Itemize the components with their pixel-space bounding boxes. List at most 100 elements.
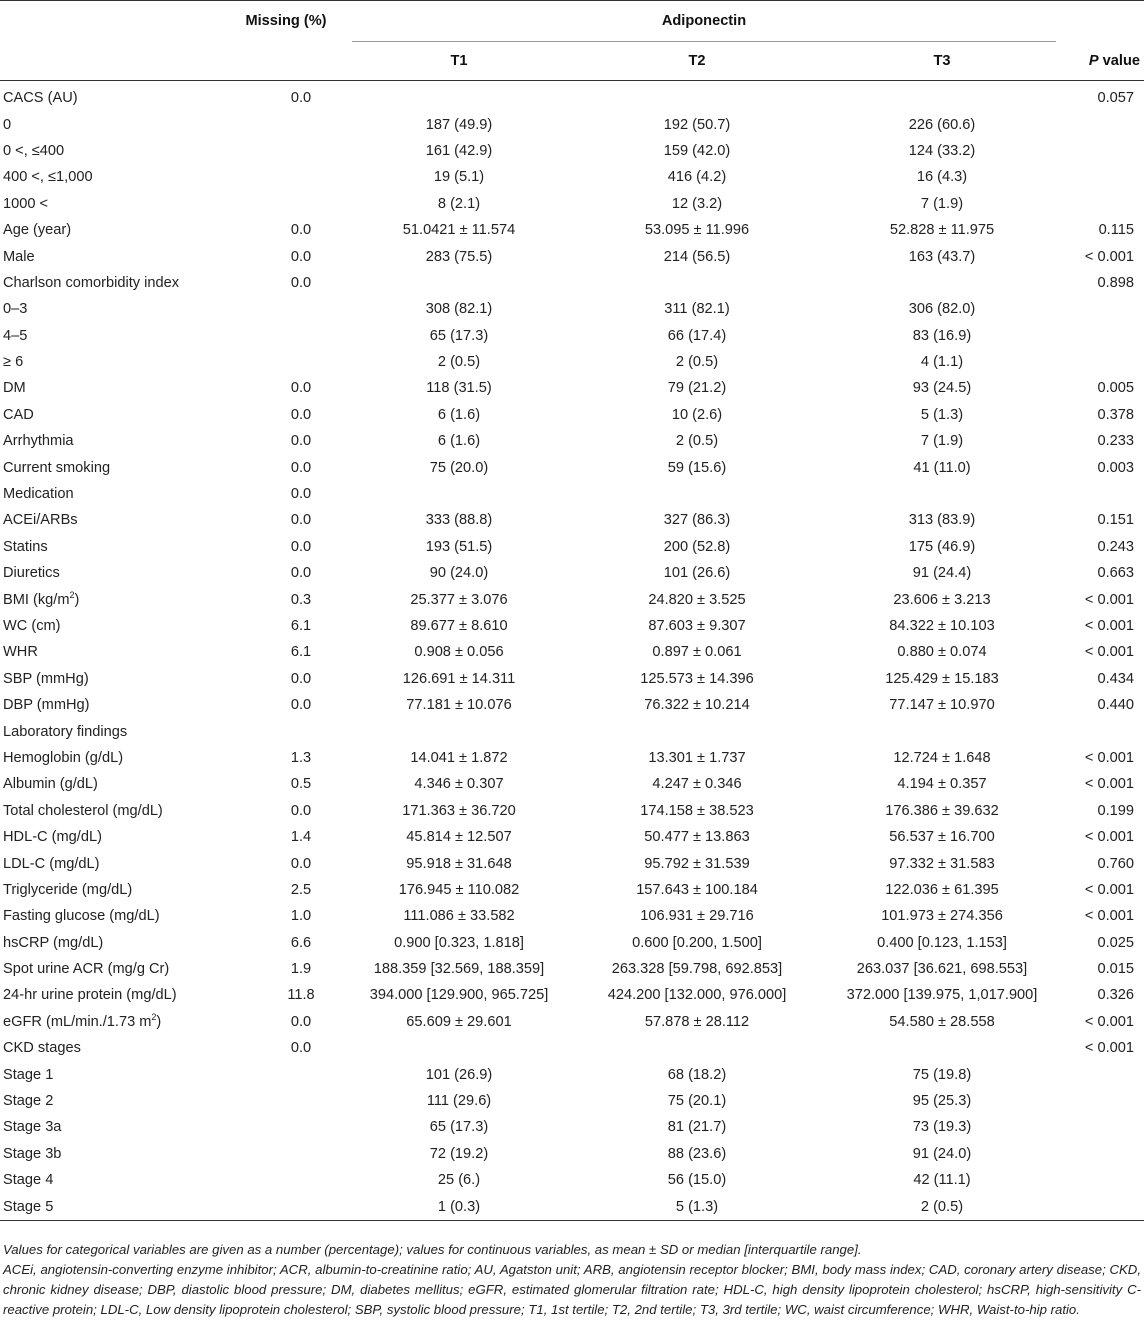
t2-cell: 311 (82.1) (664, 301, 730, 318)
t3-cell: 4.194 ± 0.357 (897, 776, 987, 793)
t3-cell: 7 (1.9) (920, 433, 964, 450)
t3-cell: 73 (19.3) (912, 1119, 972, 1136)
t2-cell: 87.603 ± 9.307 (648, 618, 746, 634)
t3-cell: 12.724 ± 1.648 (893, 749, 991, 766)
table-row: Hemoglobin (g/dL) 1.3 14.041 ± 1.872 13.301… (0, 745, 1144, 771)
missing-cell: 6.1 (290, 618, 312, 634)
t2-cell: 157.643 ± 100.184 (636, 881, 758, 898)
missing-cell: 11.8 (287, 987, 315, 1004)
t1-cell: 126.691 ± 14.311 (402, 670, 516, 687)
row-label: Medication (3, 486, 74, 503)
table-row: Stage 3a 65 (17.3) 81 (21.7) 73 (19.3) (0, 1114, 1144, 1140)
p-value-cell: 0.760 (1097, 855, 1134, 872)
t1-cell: 25 (6.) (437, 1172, 481, 1189)
row-label: LDL-C (mg/dL) (3, 855, 100, 872)
missing-cell: 6.1 (290, 644, 312, 661)
t3-cell: 77.147 ± 10.970 (889, 697, 995, 714)
missing-cell (220, 1193, 352, 1222)
t3-cell: 226 (60.6) (908, 116, 976, 133)
t1-cell: 283 (75.5) (425, 248, 493, 265)
row-label: 0 <, ≤400 (3, 142, 65, 159)
t3-cell: 176.386 ± 39.632 (885, 802, 999, 819)
p-value-cell: < 0.001 (1084, 248, 1134, 265)
t1-cell: 65 (17.3) (429, 327, 489, 344)
t2-cell: 159 (42.0) (663, 142, 731, 159)
t3-cell: 52.828 ± 11.975 (889, 222, 995, 239)
t1-cell: 51.0421 ± 11.574 (402, 222, 516, 239)
missing-cell: 0.0 (290, 406, 312, 423)
row-label: Stage 1 (3, 1066, 54, 1083)
row-label: Albumin (g/dL) (3, 776, 98, 793)
t3-cell: 122.036 ± 61.395 (885, 881, 999, 898)
t2-cell: 12 (3.2) (671, 195, 723, 212)
table-row: WHR 6.1 0.908 ± 0.056 0.897 ± 0.061 0.880 ± … (0, 639, 1144, 665)
row-label: Male (3, 248, 35, 265)
p-value-cell: 0.003 (1097, 459, 1134, 476)
p-value-cell: < 0.001 (1084, 618, 1134, 634)
t1-cell: 45.814 ± 12.507 (406, 829, 512, 846)
t1-cell: 171.363 ± 36.720 (402, 802, 516, 819)
table-row: eGFR (mL/min./1.73 m2) 0.0 65.609 ± 29.601… (0, 1009, 1144, 1035)
t2-cell: 101 (26.6) (663, 565, 731, 582)
t3-cell: 124 (33.2) (908, 142, 976, 159)
p-value-cell: 0.005 (1097, 380, 1134, 397)
t3-cell: 95 (25.3) (912, 1093, 972, 1110)
table-row: CKD stages 0.0 < 0.001 (0, 1035, 1144, 1061)
t2-cell: 174.158 ± 38.523 (640, 802, 754, 819)
t1-cell: 25.377 ± 3.076 (410, 591, 508, 608)
missing-header: Missing (%) (220, 0, 352, 42)
p-value-cell (1056, 1114, 1144, 1140)
t2-cell: 95.792 ± 31.539 (644, 855, 750, 872)
p-value-cell (1056, 296, 1144, 322)
t3-cell: 0.400 [0.123, 1.153] (877, 934, 1007, 951)
missing-cell: 1.4 (290, 829, 312, 846)
p-value-cell (1056, 1088, 1144, 1114)
t2-header: T2 (566, 41, 828, 81)
table-header: Missing (%) Adiponectin T1 T2 T3 P value (0, 0, 1144, 81)
t1-cell: 118 (31.5) (426, 380, 492, 397)
table-row: DM 0.0 118 (31.5) 79 (21.2) 93 (24.5) 0.005 (0, 375, 1144, 401)
t3-cell: 84.322 ± 10.103 (889, 618, 995, 634)
characteristics-table: Missing (%) Adiponectin T1 T2 T3 P value… (0, 0, 1144, 1222)
t3-cell: 83 (16.9) (912, 327, 972, 344)
t3-cell: 75 (19.8) (912, 1066, 972, 1083)
t1-cell: 77.181 ± 10.076 (406, 697, 512, 714)
t2-cell: 125.573 ± 14.396 (640, 670, 754, 687)
row-label: Total cholesterol (mg/dL) (3, 802, 163, 819)
row-label: WHR (3, 644, 38, 661)
p-value-cell: 0.326 (1097, 987, 1134, 1004)
t1-cell: 19 (5.1) (433, 169, 485, 186)
missing-cell (220, 296, 352, 322)
row-label: ACEi/ARBs (3, 512, 78, 529)
t3-cell: 175 (46.9) (908, 538, 976, 555)
t1-header: T1 (352, 41, 566, 81)
p-value-cell (1056, 1193, 1144, 1222)
row-label: Age (year) (3, 222, 72, 239)
table-row: Age (year) 0.0 51.0421 ± 11.574 53.095 ± 11… (0, 217, 1144, 243)
missing-cell: 0.0 (290, 459, 312, 476)
table-row: ACEi/ARBs 0.0 333 (88.8) 327 (86.3) 313 (83.… (0, 507, 1144, 533)
table-row: Stage 5 1 (0.3) 5 (1.3) 2 (0.5) (0, 1193, 1144, 1222)
t1-cell: 75 (20.0) (429, 459, 489, 476)
t1-cell (352, 481, 566, 507)
p-value-cell: 0.233 (1097, 433, 1134, 450)
p-value-cell: 0.434 (1097, 670, 1134, 687)
t1-cell: 193 (51.5) (425, 538, 493, 555)
missing-cell: 0.0 (290, 380, 312, 397)
t1-cell (352, 81, 566, 112)
t3-cell: 263.037 [36.621, 698.553] (856, 961, 1028, 978)
missing-cell (220, 138, 352, 164)
table-row: 24-hr urine protein (mg/dL) 11.8 394.000 [… (0, 982, 1144, 1008)
p-value-cell: < 0.001 (1084, 749, 1134, 766)
table-footnotes: Values for categorical variables are giv… (3, 1240, 1141, 1320)
t3-cell: 91 (24.0) (912, 1145, 972, 1162)
table-row: 0 187 (49.9) 192 (50.7) 226 (60.6) (0, 111, 1144, 137)
table-row: Total cholesterol (mg/dL) 0.0 171.363 ± 36… (0, 798, 1144, 824)
p-value-cell (1056, 138, 1144, 164)
t2-cell: 50.477 ± 13.863 (644, 829, 750, 846)
t1-cell: 176.945 ± 110.082 (398, 881, 520, 898)
missing-cell: 0.0 (290, 274, 312, 291)
t3-cell: 41 (11.0) (913, 459, 971, 476)
missing-cell: 0.3 (290, 591, 312, 608)
row-label: ≥ 6 (3, 354, 24, 371)
